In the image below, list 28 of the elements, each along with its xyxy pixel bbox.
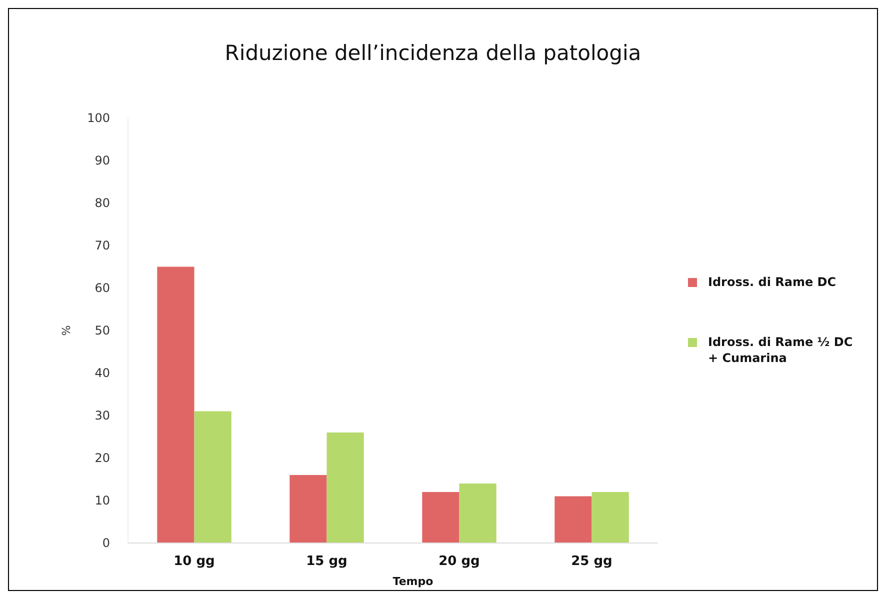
y-tick-label: 50 xyxy=(94,324,110,338)
y-tick-label: 80 xyxy=(94,196,110,210)
y-tick-label: 60 xyxy=(94,281,110,296)
y-tick-label: 10 xyxy=(94,494,110,508)
x-tick-label: 20 gg xyxy=(438,554,480,569)
bar xyxy=(422,492,460,543)
x-tick-label: 10 gg xyxy=(174,554,215,569)
x-tick-label: 25 gg xyxy=(571,554,612,569)
y-tick-label: 20 xyxy=(94,451,110,466)
bar xyxy=(157,266,194,543)
bar xyxy=(459,484,496,543)
x-tick-label: 15 gg xyxy=(306,554,348,569)
legend-label: Idross. di Rame ½ DC + Cumarina xyxy=(708,335,853,365)
x-axis-title: Tempo xyxy=(392,575,434,588)
y-tick-label: 70 xyxy=(94,238,110,253)
legend-label: Idross. di Rame DC xyxy=(708,275,836,289)
chart-title: Riduzione dell’incidenza della patologia xyxy=(224,41,642,65)
y-tick-label: 90 xyxy=(94,154,110,168)
bar xyxy=(326,432,364,543)
bar xyxy=(554,496,592,543)
bar xyxy=(290,475,327,543)
y-tick-label: 0 xyxy=(102,536,110,550)
bar xyxy=(194,411,232,543)
y-tick-label: 30 xyxy=(94,408,110,423)
y-axis-title: % xyxy=(60,325,73,336)
bar xyxy=(592,492,629,543)
y-tick-label: 40 xyxy=(94,366,110,380)
y-tick-label: 100 xyxy=(87,111,110,126)
